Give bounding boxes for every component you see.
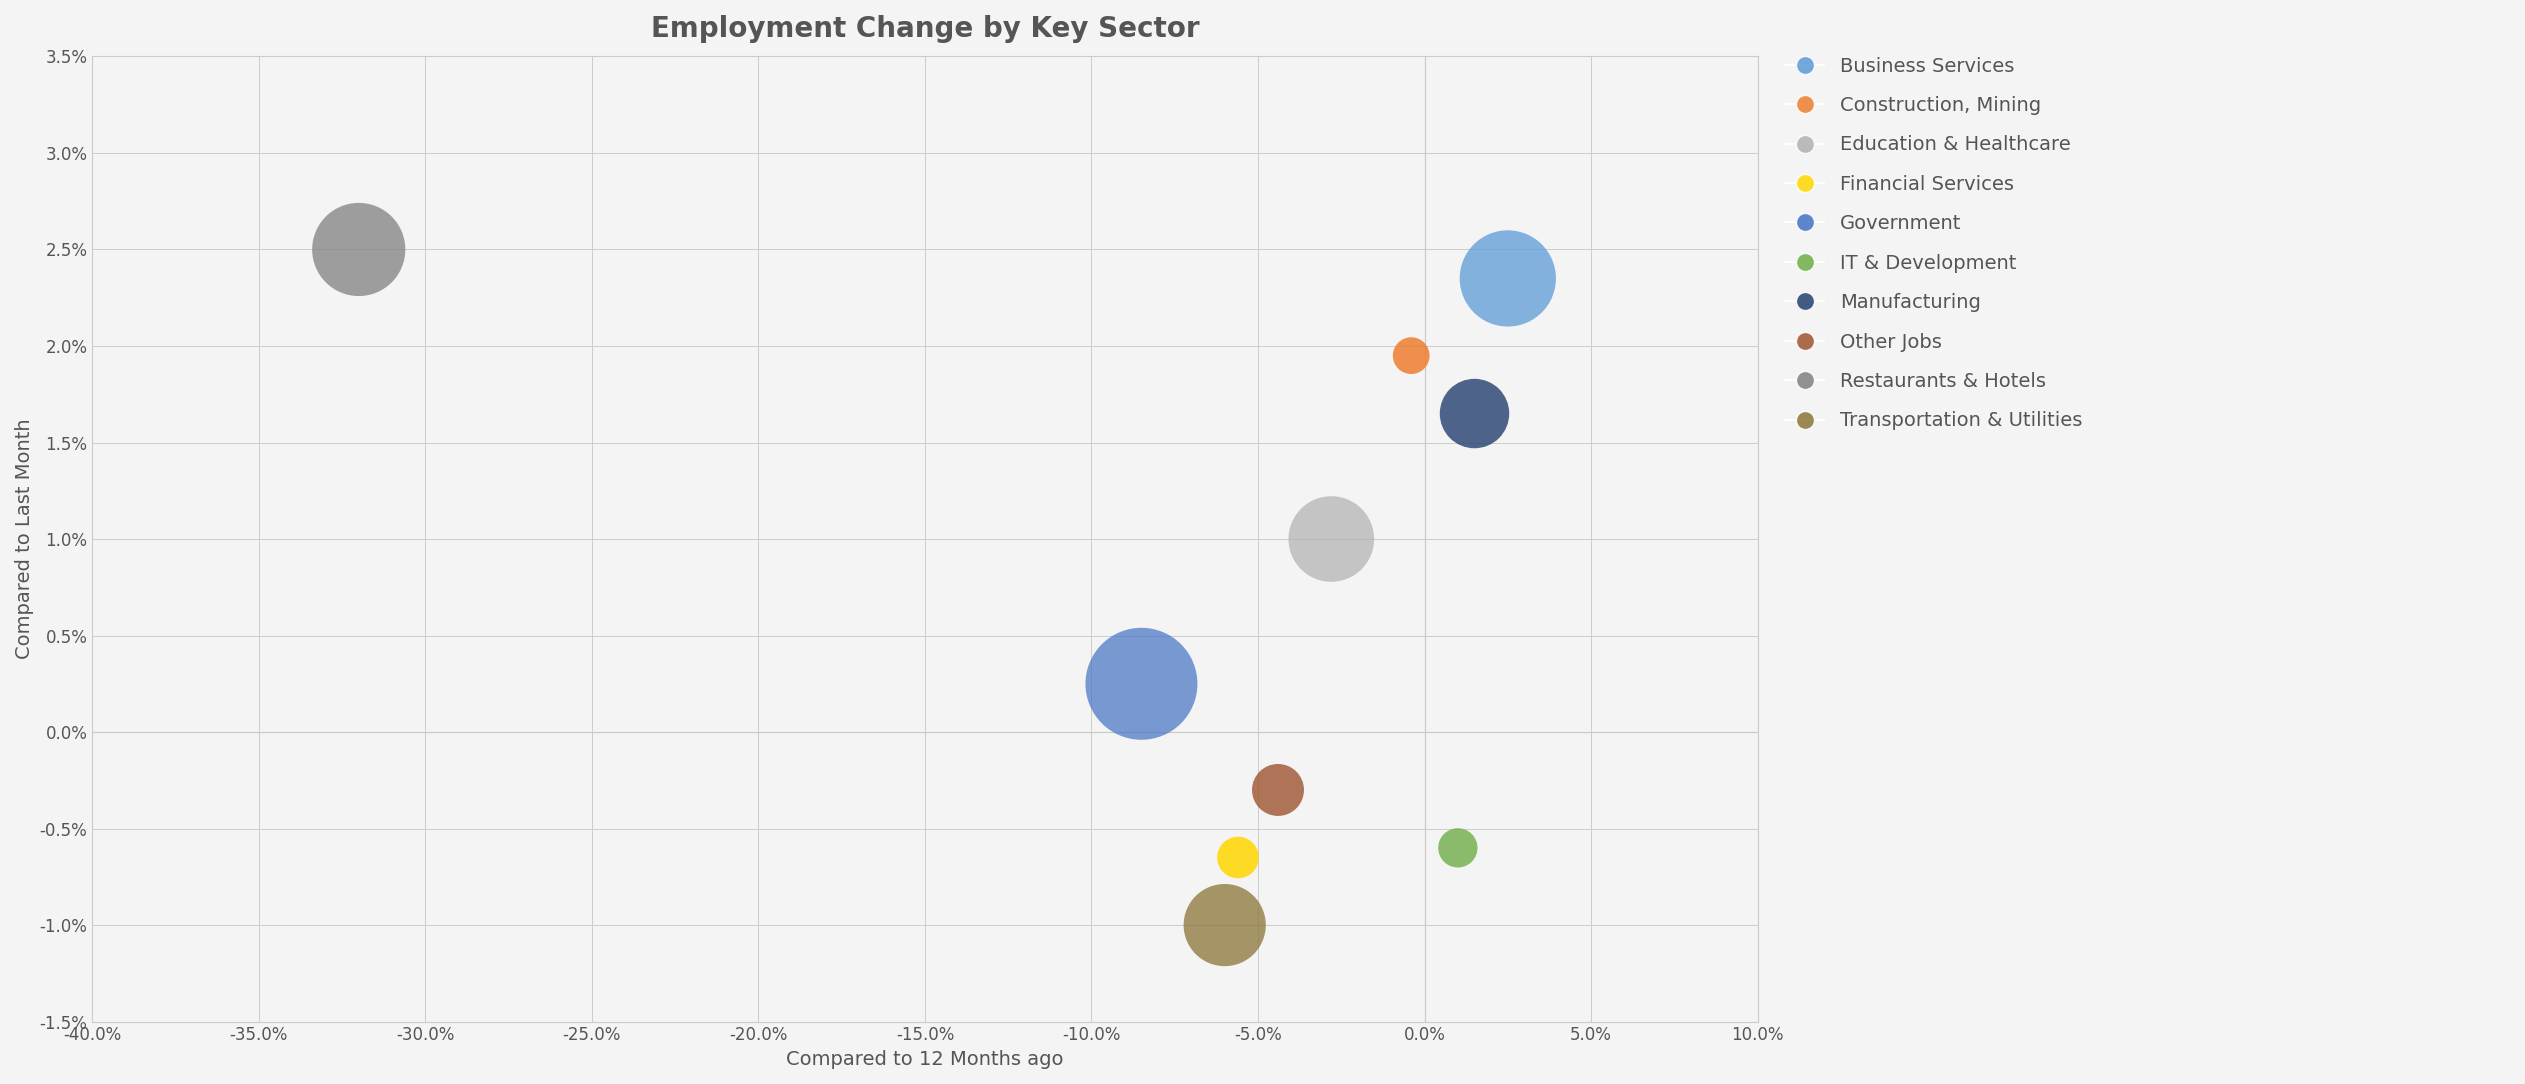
Point [1121,675,1162,693]
Point [338,241,379,258]
Point [1437,839,1477,856]
Y-axis label: Compared to Last Month: Compared to Last Month [15,418,33,659]
Point [1454,404,1495,422]
Point [1310,530,1351,547]
Title: Employment Change by Key Sector: Employment Change by Key Sector [651,15,1199,43]
Point [1204,916,1245,933]
X-axis label: Compared to 12 Months ago: Compared to 12 Months ago [785,1050,1063,1069]
Point [1391,347,1432,364]
Legend: Business Services, Construction, Mining, Education & Healthcare, Financial Servi: Business Services, Construction, Mining,… [1775,47,2091,440]
Point [1217,849,1257,866]
Point [1487,270,1528,287]
Point [1257,782,1298,799]
